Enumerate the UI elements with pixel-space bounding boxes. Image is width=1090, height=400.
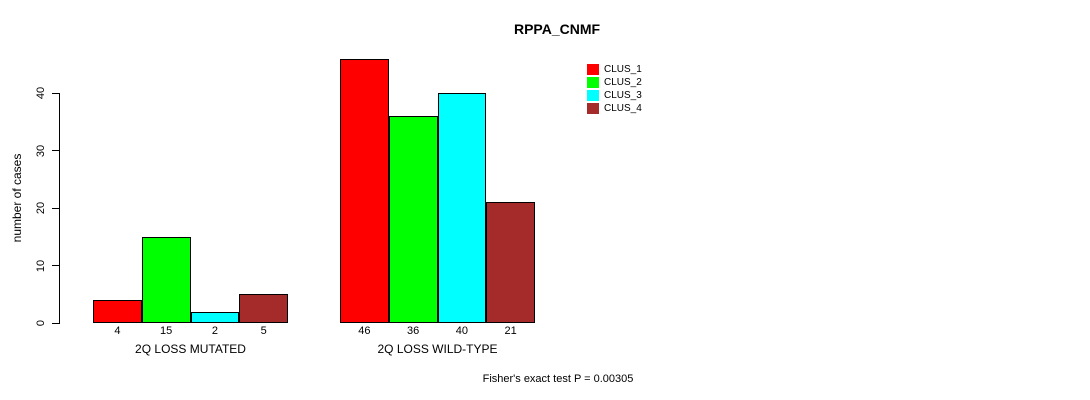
y-axis-tick-label: 20 — [35, 201, 47, 215]
bar-clus_1-group2 — [340, 58, 389, 323]
y-axis-tick-label: 0 — [35, 319, 47, 327]
bar-clus_4-group2 — [486, 202, 535, 323]
bar-value-label: 5 — [260, 325, 267, 337]
legend-item: CLUS_2 — [587, 76, 642, 89]
legend-swatch-icon — [587, 103, 599, 114]
bar-value-label: 40 — [455, 325, 468, 337]
y-axis-title: number of cases — [10, 153, 24, 243]
legend-swatch-icon — [587, 90, 599, 101]
y-axis-tick — [52, 207, 60, 209]
y-axis-line — [59, 93, 60, 324]
legend-swatch-icon — [587, 64, 599, 75]
bar-clus_2-group2 — [388, 116, 438, 323]
bar-clus_2-group1 — [141, 236, 191, 323]
bar-value-label: 15 — [160, 325, 173, 337]
bar-value-label: 46 — [358, 325, 371, 337]
y-axis-tick-label: 40 — [35, 86, 47, 100]
y-axis-tick-label: 10 — [35, 259, 47, 272]
legend-swatch-icon — [587, 77, 599, 88]
bar-value-label: 36 — [407, 325, 420, 337]
legend-item-label: CLUS_1 — [604, 64, 642, 75]
bar-clus_1-group1 — [93, 300, 142, 323]
bar-clus_3-group1 — [190, 311, 240, 323]
legend-item: CLUS_4 — [587, 102, 642, 115]
legend-item-label: CLUS_4 — [604, 103, 642, 114]
y-axis-tick — [52, 265, 60, 266]
y-axis-tick — [52, 150, 60, 151]
legend: CLUS_1 CLUS_2 CLUS_3 CLUS_4 — [587, 63, 642, 115]
bar-value-label: 21 — [504, 325, 517, 337]
y-axis-tick-label: 30 — [35, 144, 47, 157]
x-category-label: 2Q LOSS MUTATED — [135, 342, 246, 356]
y-axis-tick — [52, 322, 60, 324]
x-category-label: 2Q LOSS WILD-TYPE — [377, 342, 498, 356]
legend-item-label: CLUS_2 — [604, 77, 642, 88]
bar-clus_4-group1 — [239, 294, 288, 323]
legend-item: CLUS_1 — [587, 63, 642, 76]
chart-title: RPPA_CNMF — [513, 21, 601, 37]
bar-value-label: 2 — [211, 325, 218, 337]
y-axis-tick — [52, 92, 60, 94]
fisher-test-annotation: Fisher's exact test P = 0.00305 — [482, 373, 634, 385]
bar-value-label: 4 — [114, 325, 121, 337]
bar-clus_3-group2 — [437, 93, 487, 323]
legend-item: CLUS_3 — [587, 89, 642, 102]
legend-item-label: CLUS_3 — [604, 90, 642, 101]
